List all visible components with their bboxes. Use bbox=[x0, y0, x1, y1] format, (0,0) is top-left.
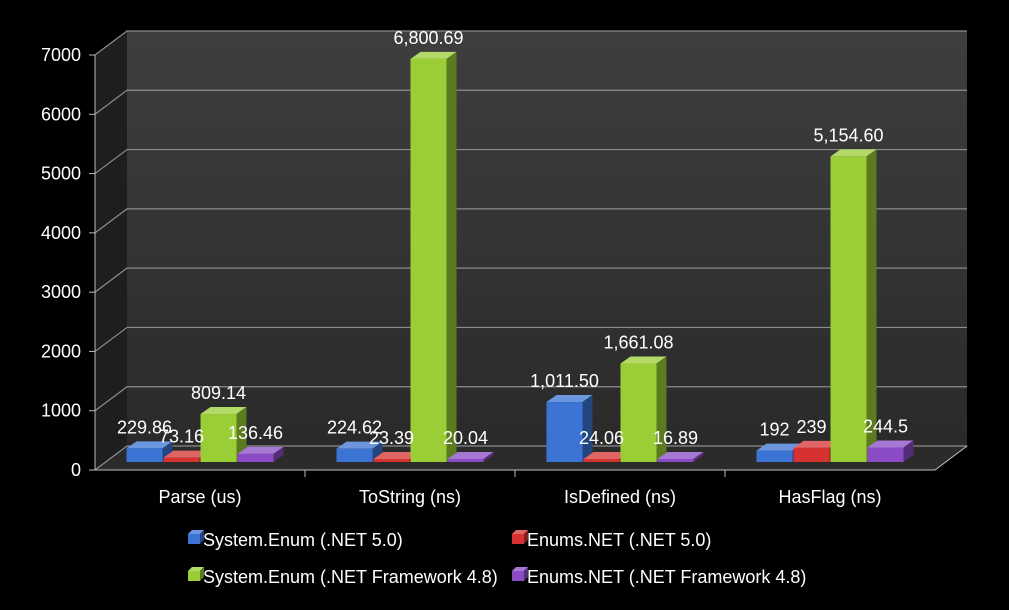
x-axis: Parse (us) ToString (ns) IsDefined (ns) Has… bbox=[95, 445, 968, 507]
bar bbox=[410, 51, 457, 463]
data-label: 6,800.69 bbox=[393, 28, 463, 48]
legend: System.Enum (.NET 5.0) Enums.NET (.NET 5.… bbox=[188, 530, 806, 587]
y-tick-label: 2000 bbox=[41, 341, 81, 361]
gridline bbox=[94, 267, 967, 293]
bar bbox=[830, 149, 877, 462]
side-wall bbox=[95, 31, 127, 470]
data-label: 73.16 bbox=[159, 427, 204, 447]
bar bbox=[620, 356, 667, 462]
legend-swatch bbox=[512, 534, 524, 544]
legend-entry: Enums.NET (.NET Framework 4.8) bbox=[512, 567, 806, 587]
legend-entry: Enums.NET (.NET 5.0) bbox=[512, 530, 711, 550]
data-label: 239 bbox=[796, 417, 826, 437]
data-label: 5,154.60 bbox=[813, 125, 883, 145]
legend-entry: System.Enum (.NET Framework 4.8) bbox=[188, 567, 498, 587]
legend-label: System.Enum (.NET Framework 4.8) bbox=[203, 567, 498, 587]
data-label: 1,011.50 bbox=[530, 371, 599, 391]
data-label: 20.04 bbox=[443, 428, 488, 448]
bar bbox=[200, 407, 247, 462]
legend-label: Enums.NET (.NET 5.0) bbox=[527, 530, 711, 550]
legend-label: Enums.NET (.NET Framework 4.8) bbox=[527, 567, 806, 587]
legend-swatch bbox=[188, 534, 200, 544]
x-tick-label: Parse (us) bbox=[158, 487, 241, 507]
back-wall bbox=[127, 31, 967, 446]
gridlines bbox=[94, 30, 967, 471]
y-tick-label: 5000 bbox=[41, 164, 81, 184]
x-axis-edge bbox=[934, 445, 968, 471]
gridline bbox=[94, 208, 967, 234]
bars bbox=[126, 51, 914, 463]
y-tick-label: 7000 bbox=[41, 45, 81, 65]
x-tick-label: IsDefined (ns) bbox=[564, 487, 676, 507]
data-label: 809.14 bbox=[191, 383, 246, 403]
data-label: 224.62 bbox=[327, 418, 382, 438]
y-tick-label: 1000 bbox=[41, 401, 81, 421]
bar bbox=[336, 441, 383, 462]
gridline bbox=[94, 386, 967, 412]
legend-entry: System.Enum (.NET 5.0) bbox=[188, 530, 403, 550]
data-label: 192 bbox=[759, 420, 789, 440]
x-tick-label: ToString (ns) bbox=[359, 487, 461, 507]
data-label: 244.5 bbox=[863, 417, 908, 437]
data-label: 136.46 bbox=[228, 423, 283, 443]
data-label: 23.39 bbox=[369, 428, 414, 448]
gridline bbox=[94, 326, 967, 352]
legend-label: System.Enum (.NET 5.0) bbox=[203, 530, 403, 550]
data-label: 229.86 bbox=[117, 417, 172, 437]
bar bbox=[546, 395, 593, 462]
data-label: 24.06 bbox=[579, 428, 624, 448]
y-tick-label: 6000 bbox=[41, 104, 81, 124]
bar bbox=[126, 441, 173, 462]
y-tick-label: 3000 bbox=[41, 282, 81, 302]
y-tick-label: 0 bbox=[71, 460, 81, 480]
data-label: 1,661.08 bbox=[603, 333, 673, 353]
y-axis: 0 1000 2000 3000 4000 5000 6000 7000 bbox=[41, 45, 96, 480]
gridline bbox=[94, 148, 967, 175]
data-label: 16.89 bbox=[653, 428, 698, 448]
x-tick-label: HasFlag (ns) bbox=[778, 487, 881, 507]
bar bbox=[447, 452, 494, 462]
bar bbox=[867, 440, 914, 462]
legend-swatch bbox=[512, 571, 524, 581]
bar bbox=[237, 446, 284, 462]
gridline bbox=[94, 30, 967, 56]
bar bbox=[657, 452, 704, 462]
y-tick-label: 4000 bbox=[41, 223, 81, 243]
gridline bbox=[94, 89, 967, 115]
gridline bbox=[94, 445, 967, 471]
legend-swatch bbox=[188, 571, 200, 581]
